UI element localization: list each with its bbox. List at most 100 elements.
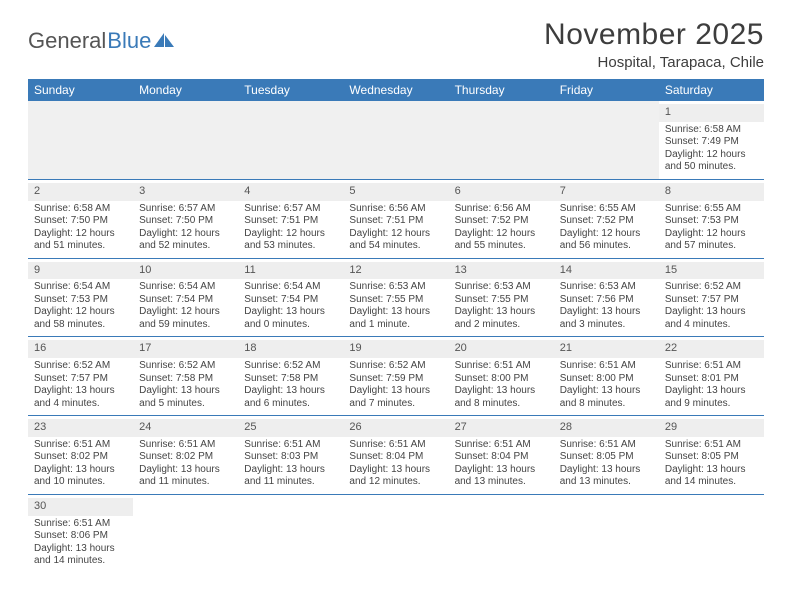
calendar-cell — [238, 495, 343, 573]
daylight-line: Daylight: 13 hours — [139, 464, 232, 477]
sunrise-line: Sunrise: 6:51 AM — [455, 439, 548, 452]
sunrise-line: Sunrise: 6:52 AM — [349, 360, 442, 373]
sunset-line: Sunset: 7:51 PM — [244, 215, 337, 228]
brand-part2: Blue — [107, 28, 151, 54]
day-header: Tuesday — [238, 79, 343, 101]
sunrise-line: Sunrise: 6:57 AM — [139, 203, 232, 216]
sunrise-line: Sunrise: 6:56 AM — [455, 203, 548, 216]
day-header: Friday — [554, 79, 659, 101]
daylight-line: Daylight: 13 hours — [34, 543, 127, 556]
calendar-week: 1Sunrise: 6:58 AMSunset: 7:49 PMDaylight… — [28, 101, 764, 180]
calendar-cell — [133, 495, 238, 573]
day-number: 22 — [659, 340, 764, 358]
daylight-line-2: and 50 minutes. — [665, 161, 758, 174]
calendar-week: 2Sunrise: 6:58 AMSunset: 7:50 PMDaylight… — [28, 180, 764, 259]
daylight-line-2: and 14 minutes. — [665, 476, 758, 489]
calendar-cell: 26Sunrise: 6:51 AMSunset: 8:04 PMDayligh… — [343, 416, 448, 494]
daylight-line-2: and 51 minutes. — [34, 240, 127, 253]
daylight-line: Daylight: 12 hours — [455, 228, 548, 241]
sunset-line: Sunset: 7:56 PM — [560, 294, 653, 307]
sunrise-line: Sunrise: 6:51 AM — [349, 439, 442, 452]
daylight-line: Daylight: 13 hours — [139, 385, 232, 398]
daylight-line-2: and 59 minutes. — [139, 319, 232, 332]
day-number: 12 — [343, 262, 448, 280]
daylight-line-2: and 13 minutes. — [560, 476, 653, 489]
sunrise-line: Sunrise: 6:58 AM — [34, 203, 127, 216]
daylight-line-2: and 4 minutes. — [34, 398, 127, 411]
sunrise-line: Sunrise: 6:51 AM — [244, 439, 337, 452]
sunrise-line: Sunrise: 6:54 AM — [244, 281, 337, 294]
calendar-cell: 13Sunrise: 6:53 AMSunset: 7:55 PMDayligh… — [449, 259, 554, 337]
calendar-cell: 18Sunrise: 6:52 AMSunset: 7:58 PMDayligh… — [238, 337, 343, 415]
sunset-line: Sunset: 7:51 PM — [349, 215, 442, 228]
day-number: 28 — [554, 419, 659, 437]
sunrise-line: Sunrise: 6:54 AM — [139, 281, 232, 294]
daylight-line-2: and 1 minute. — [349, 319, 442, 332]
calendar-cell: 5Sunrise: 6:56 AMSunset: 7:51 PMDaylight… — [343, 180, 448, 258]
daylight-line: Daylight: 12 hours — [244, 228, 337, 241]
calendar-cell — [238, 101, 343, 179]
sunset-line: Sunset: 7:58 PM — [139, 373, 232, 386]
sunset-line: Sunset: 8:00 PM — [560, 373, 653, 386]
day-number: 21 — [554, 340, 659, 358]
calendar-cell: 14Sunrise: 6:53 AMSunset: 7:56 PMDayligh… — [554, 259, 659, 337]
calendar-cell: 17Sunrise: 6:52 AMSunset: 7:58 PMDayligh… — [133, 337, 238, 415]
daylight-line-2: and 7 minutes. — [349, 398, 442, 411]
daylight-line-2: and 13 minutes. — [455, 476, 548, 489]
daylight-line-2: and 0 minutes. — [244, 319, 337, 332]
day-number: 3 — [133, 183, 238, 201]
day-number: 16 — [28, 340, 133, 358]
sunset-line: Sunset: 8:00 PM — [455, 373, 548, 386]
calendar-cell: 15Sunrise: 6:52 AMSunset: 7:57 PMDayligh… — [659, 259, 764, 337]
day-number: 20 — [449, 340, 554, 358]
day-number: 24 — [133, 419, 238, 437]
sunset-line: Sunset: 7:53 PM — [665, 215, 758, 228]
sunrise-line: Sunrise: 6:51 AM — [455, 360, 548, 373]
sunset-line: Sunset: 7:49 PM — [665, 136, 758, 149]
daylight-line-2: and 55 minutes. — [455, 240, 548, 253]
calendar-cell: 24Sunrise: 6:51 AMSunset: 8:02 PMDayligh… — [133, 416, 238, 494]
calendar-cell — [554, 101, 659, 179]
day-header: Sunday — [28, 79, 133, 101]
daylight-line: Daylight: 13 hours — [349, 306, 442, 319]
day-header: Wednesday — [343, 79, 448, 101]
calendar-week: 23Sunrise: 6:51 AMSunset: 8:02 PMDayligh… — [28, 416, 764, 495]
daylight-line: Daylight: 12 hours — [139, 306, 232, 319]
daylight-line: Daylight: 12 hours — [139, 228, 232, 241]
calendar-cell: 9Sunrise: 6:54 AMSunset: 7:53 PMDaylight… — [28, 259, 133, 337]
daylight-line-2: and 54 minutes. — [349, 240, 442, 253]
daylight-line-2: and 58 minutes. — [34, 319, 127, 332]
sunrise-line: Sunrise: 6:52 AM — [665, 281, 758, 294]
day-number: 19 — [343, 340, 448, 358]
sunset-line: Sunset: 7:54 PM — [139, 294, 232, 307]
sunrise-line: Sunrise: 6:53 AM — [455, 281, 548, 294]
sunset-line: Sunset: 7:52 PM — [560, 215, 653, 228]
sunrise-line: Sunrise: 6:51 AM — [139, 439, 232, 452]
day-number: 4 — [238, 183, 343, 201]
calendar-cell: 11Sunrise: 6:54 AMSunset: 7:54 PMDayligh… — [238, 259, 343, 337]
day-number: 17 — [133, 340, 238, 358]
brand-part1: General — [28, 28, 106, 54]
day-number: 13 — [449, 262, 554, 280]
day-number: 23 — [28, 419, 133, 437]
calendar-cell — [343, 101, 448, 179]
sunset-line: Sunset: 7:50 PM — [139, 215, 232, 228]
sunset-line: Sunset: 7:52 PM — [455, 215, 548, 228]
sunrise-line: Sunrise: 6:52 AM — [244, 360, 337, 373]
daylight-line-2: and 5 minutes. — [139, 398, 232, 411]
daylight-line-2: and 4 minutes. — [665, 319, 758, 332]
sunset-line: Sunset: 8:05 PM — [560, 451, 653, 464]
sunrise-line: Sunrise: 6:51 AM — [665, 439, 758, 452]
daylight-line-2: and 14 minutes. — [34, 555, 127, 568]
daylight-line: Daylight: 12 hours — [34, 306, 127, 319]
day-number: 27 — [449, 419, 554, 437]
daylight-line-2: and 2 minutes. — [455, 319, 548, 332]
sunset-line: Sunset: 7:53 PM — [34, 294, 127, 307]
day-number: 2 — [28, 183, 133, 201]
sunset-line: Sunset: 7:55 PM — [455, 294, 548, 307]
calendar-cell: 19Sunrise: 6:52 AMSunset: 7:59 PMDayligh… — [343, 337, 448, 415]
calendar-cell: 27Sunrise: 6:51 AMSunset: 8:04 PMDayligh… — [449, 416, 554, 494]
sunset-line: Sunset: 8:04 PM — [455, 451, 548, 464]
daylight-line: Daylight: 13 hours — [349, 385, 442, 398]
calendar-cell: 20Sunrise: 6:51 AMSunset: 8:00 PMDayligh… — [449, 337, 554, 415]
